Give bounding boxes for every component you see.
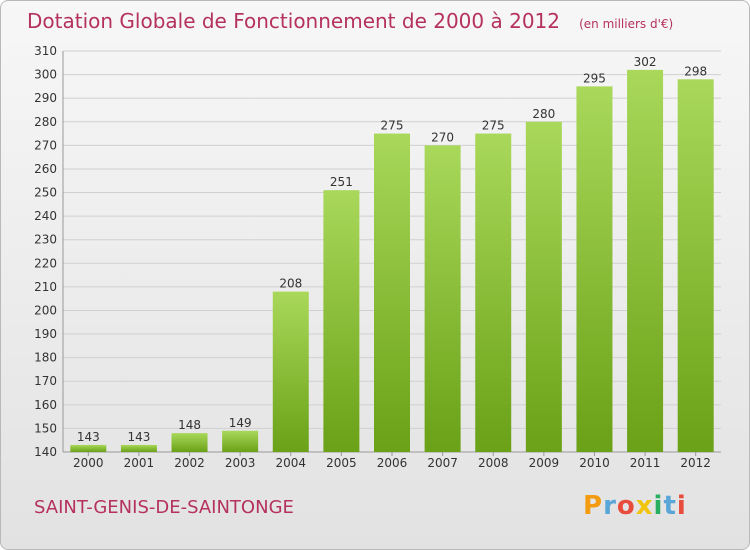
y-tick-label: 140 xyxy=(34,445,57,459)
bar xyxy=(576,86,613,452)
y-tick-label: 290 xyxy=(34,91,57,105)
bar xyxy=(120,444,157,452)
value-labels: 143 143 148 149 208 251 275 270 275 280 295 302 298 xyxy=(77,55,707,444)
x-tick-label: 2002 xyxy=(174,456,205,470)
y-tick-label: 240 xyxy=(34,209,57,223)
y-tick-label: 250 xyxy=(34,186,57,200)
x-tick-label: 2007 xyxy=(427,456,458,470)
bar-value-label: 143 xyxy=(77,430,100,444)
x-tick-label: 2010 xyxy=(579,456,610,470)
x-tick-label: 2003 xyxy=(225,456,256,470)
bar-value-label: 270 xyxy=(431,130,454,144)
bar xyxy=(374,133,410,452)
bar-value-label: 295 xyxy=(583,71,606,85)
bar xyxy=(475,133,512,452)
bar xyxy=(424,145,461,452)
bar-value-label: 251 xyxy=(330,175,353,189)
x-tick-label: 2000 xyxy=(73,456,104,470)
y-tick-label: 230 xyxy=(34,233,57,247)
logo-letter: i xyxy=(676,491,687,521)
x-tick-label: 2004 xyxy=(275,456,306,470)
x-tick-label: 2006 xyxy=(377,456,408,470)
y-tick-label: 260 xyxy=(34,162,57,176)
y-tick-label: 150 xyxy=(34,421,57,435)
x-tick-label: 2012 xyxy=(680,456,711,470)
bar-value-label: 302 xyxy=(634,55,657,69)
y-axis: 140 150 160 170 180 190 200 210 220 230 240 250 260 2… xyxy=(34,44,721,459)
y-tick-label: 270 xyxy=(34,138,57,152)
bar-value-label: 149 xyxy=(229,416,252,430)
logo-letter: P xyxy=(583,491,604,521)
bar-value-label: 280 xyxy=(532,107,555,121)
x-axis: 2000 2001 2002 2003 2004 2005 2006 2007 2008 2009… xyxy=(73,452,711,470)
x-tick-label: 2001 xyxy=(124,456,155,470)
x-tick-label: 2005 xyxy=(326,456,357,470)
bar xyxy=(627,69,664,452)
bars xyxy=(70,69,714,453)
y-tick-label: 210 xyxy=(34,280,57,294)
bar-value-label: 275 xyxy=(381,119,404,133)
y-tick-label: 200 xyxy=(34,303,57,317)
y-tick-label: 300 xyxy=(34,68,57,82)
bar xyxy=(222,430,259,452)
bar-value-label: 275 xyxy=(482,119,505,133)
y-tick-label: 160 xyxy=(34,398,57,412)
bar-value-label: 208 xyxy=(279,277,302,291)
proxiti-logo: Proxiti xyxy=(583,491,687,521)
bar-value-label: 143 xyxy=(127,430,150,444)
bar-value-label: 298 xyxy=(684,64,707,78)
logo-letter: r xyxy=(603,491,617,521)
x-tick-label: 2009 xyxy=(529,456,560,470)
y-tick-label: 170 xyxy=(34,374,57,388)
bar xyxy=(171,433,208,452)
chart-title: Dotation Globale de Fonctionnement de 20… xyxy=(27,9,673,33)
logo-letter: t xyxy=(663,491,677,521)
bar-value-label: 148 xyxy=(178,418,201,432)
y-tick-label: 190 xyxy=(34,327,57,341)
unit-note: (en milliers d'€) xyxy=(579,17,674,31)
bar xyxy=(677,79,714,453)
x-tick-label: 2011 xyxy=(630,456,661,470)
logo-letter: x xyxy=(635,491,654,521)
title-text: Dotation Globale de Fonctionnement de 20… xyxy=(27,9,560,33)
y-tick-label: 220 xyxy=(34,256,57,270)
logo-letter: i xyxy=(653,491,664,521)
x-tick-label: 2008 xyxy=(478,456,509,470)
bar xyxy=(525,121,562,452)
bar xyxy=(70,444,107,452)
commune-name: SAINT-GENIS-DE-SAINTONGE xyxy=(34,497,294,518)
bar xyxy=(272,291,309,452)
logo-letter: o xyxy=(616,491,636,521)
y-tick-label: 310 xyxy=(34,44,57,58)
y-tick-label: 180 xyxy=(34,351,57,365)
bar xyxy=(323,190,360,452)
y-tick-label: 280 xyxy=(34,115,57,129)
